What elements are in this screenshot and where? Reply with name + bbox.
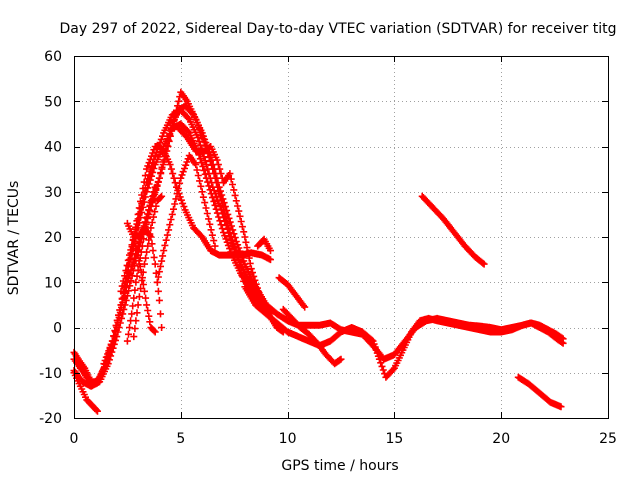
- tick-labels: 0 5 10 15 20 25 -20 -10 0 10 20 30 40 50 60: [39, 49, 617, 447]
- series-arc16: [418, 192, 488, 268]
- series-markers: [175, 124, 287, 336]
- grid-lines: [74, 56, 608, 418]
- series-markers: [123, 219, 159, 336]
- y-tick-label: 60: [44, 49, 62, 65]
- y-axis-label: SDTVAR / TECUs: [6, 181, 22, 296]
- x-axis-label: GPS time / hours: [281, 458, 398, 474]
- series-arc14: [254, 235, 274, 255]
- y-tick-label: 40: [44, 140, 62, 156]
- x-tick-label: 10: [279, 431, 297, 447]
- series-markers: [418, 192, 488, 268]
- y-tick-label: -10: [39, 366, 62, 382]
- series-arc15: [279, 305, 345, 368]
- series-markers: [514, 373, 565, 411]
- x-tick-label: 15: [385, 431, 403, 447]
- chart-title: Day 297 of 2022, Sidereal Day-to-day VTE…: [60, 21, 617, 37]
- series-arc13: [275, 274, 309, 311]
- y-tick-label: 20: [44, 230, 62, 246]
- series-arc11: [123, 219, 159, 336]
- y-tick-label: -20: [39, 411, 62, 427]
- axis-ticks: [74, 56, 609, 419]
- series-arc17: [514, 373, 565, 411]
- series-arc6: [117, 106, 266, 304]
- x-tick-label: 20: [492, 431, 510, 447]
- y-tick-label: 0: [53, 321, 62, 337]
- series-arc7: [175, 124, 287, 336]
- x-tick-label: 5: [176, 431, 185, 447]
- series-markers: [117, 106, 266, 304]
- x-tick-label: 25: [599, 431, 617, 447]
- y-tick-label: 30: [44, 185, 62, 201]
- series-markers: [254, 235, 274, 255]
- series-arc12: [134, 224, 166, 331]
- series-markers: [134, 224, 166, 331]
- y-tick-label: 50: [44, 94, 62, 110]
- y-tick-label: 10: [44, 275, 62, 291]
- series-markers: [275, 274, 309, 311]
- series-markers: [279, 305, 345, 368]
- x-tick-label: 0: [70, 431, 79, 447]
